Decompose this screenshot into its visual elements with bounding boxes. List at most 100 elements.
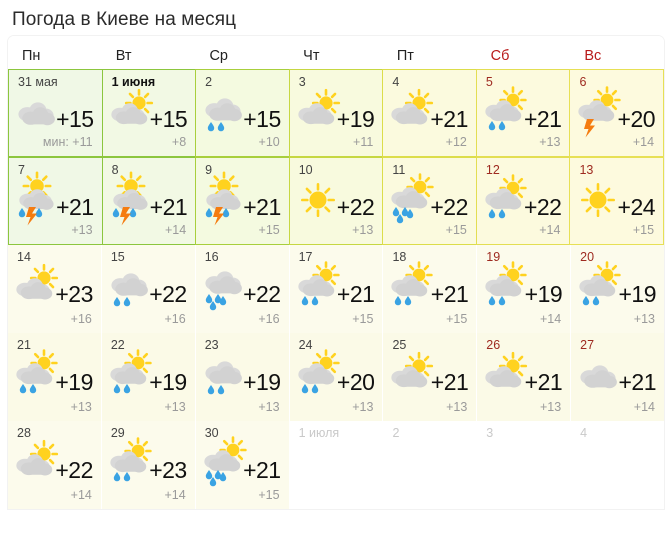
day-cell[interactable]: 18 +21 +15 (383, 245, 478, 333)
day-cell[interactable]: 13 +24 +15 (569, 157, 664, 245)
day-cell[interactable]: 4 +21 +12 (382, 69, 476, 157)
temperature-min: +15 (352, 312, 374, 326)
temperature-min: +15 (632, 223, 655, 237)
day-cell[interactable]: 15 +22 +16 (101, 245, 196, 333)
day-number: 11 (392, 163, 406, 177)
day-cell[interactable]: 30 +21 +15 (195, 421, 290, 509)
temperature-max: +19 (243, 369, 281, 395)
weather-icon-partly-sunny (14, 263, 66, 311)
day-cell[interactable]: 22 +19 +13 (101, 333, 196, 421)
temperature-min: +8 (171, 135, 187, 149)
weather-icon-cloudy (577, 353, 629, 399)
weather-icon-cloudy-rain (202, 90, 254, 136)
weather-icon-partly-sunny-heavy-rain (389, 173, 441, 224)
day-cell[interactable]: 29 +23 +14 (101, 421, 196, 509)
day-cell[interactable]: 12 +22 +14 (475, 157, 570, 245)
temperature-max: +22 (149, 281, 187, 307)
day-cell[interactable]: 17 +21 +15 (289, 245, 384, 333)
day-cell[interactable]: 19 +19 +14 (477, 245, 572, 333)
temperature-max: +23 (149, 457, 187, 483)
temperature-max: +21 (430, 281, 469, 307)
day-cell[interactable]: 9 +21 +15 (195, 157, 289, 245)
calendar-week-row: 7 +21 +13 8 +21 +14 9 +21 +15 10 +22 +13 11 (8, 157, 664, 245)
temperature-max: +15 (56, 106, 94, 132)
temperature-min: +14 (70, 488, 92, 502)
temperature-min: +16 (70, 312, 92, 326)
temperature-max: +15 (149, 106, 188, 132)
temperature-max: +21 (243, 457, 281, 483)
day-number: 10 (298, 163, 313, 177)
temperature-min: +14 (164, 488, 186, 502)
weather-icon-partly-sunny (389, 351, 441, 399)
day-cell[interactable]: 16 +22 +16 (195, 245, 290, 333)
weather-icon-partly-sunny-rain (296, 349, 348, 399)
day-cell[interactable]: 1 июня +15 +8 (101, 69, 196, 157)
day-number: 15 (110, 250, 125, 264)
day-cell[interactable]: 8 +21 +14 (101, 157, 196, 245)
day-number: 4 (580, 426, 588, 440)
day-number: 5 (485, 75, 493, 89)
day-number: 22 (110, 338, 125, 352)
day-cell[interactable]: 26 +21 +13 (477, 333, 572, 421)
weather-icon-sunny-storm-rain (15, 171, 67, 226)
weather-icon-partly-sunny-rain (483, 174, 535, 224)
weather-icon-partly-sunny-storm (576, 86, 628, 138)
day-cell[interactable]: 3 +19 +11 (288, 69, 383, 157)
day-cell[interactable]: 20 +19 +13 (571, 245, 664, 333)
weather-icon-sunny (576, 178, 628, 224)
day-number: 17 (298, 250, 313, 264)
temperature-min: +13 (352, 400, 374, 414)
day-cell[interactable]: 10 +22 +13 (288, 157, 383, 245)
weather-icon-partly-sunny-heavy-rain (202, 436, 254, 487)
temperature-max: +21 (430, 106, 468, 132)
temperature-max: +22 (243, 281, 281, 307)
temperature-max: +20 (617, 106, 656, 132)
temperature-min: +14 (539, 312, 562, 326)
day-number: 31 мая (18, 75, 58, 89)
day-cell[interactable]: 31 мая +15 мин: +11 (8, 69, 102, 157)
day-cell[interactable]: 24 +20 +13 (289, 333, 384, 421)
temperature-max: +21 (149, 194, 188, 220)
temperature-min: +14 (164, 223, 187, 237)
day-number: 30 (204, 426, 219, 440)
weekday-header-ср: Ср (209, 48, 228, 64)
day-number: 23 (204, 338, 219, 352)
temperature-min: +13 (539, 135, 561, 149)
day-number: 19 (486, 250, 501, 264)
temperature-min: мин: +11 (42, 135, 93, 149)
weather-icon-partly-sunny-rain (483, 86, 535, 136)
day-cell[interactable]: 21 +19 +13 (8, 333, 102, 421)
day-cell[interactable]: 7 +21 +13 (8, 157, 102, 245)
temperature-min: +13 (352, 223, 374, 237)
weather-icon-partly-sunny-rain (108, 349, 160, 399)
day-number: 14 (17, 250, 31, 264)
temperature-min: +14 (632, 135, 655, 149)
day-cell[interactable]: 6 +20 +14 (569, 69, 664, 157)
day-number: 9 (205, 163, 213, 177)
day-number: 28 (17, 426, 31, 440)
day-cell: 2 (383, 421, 478, 509)
day-cell[interactable]: 11 +22 +15 (382, 157, 476, 245)
day-cell[interactable]: 5 +21 +13 (475, 69, 570, 157)
weekday-header-вт: Вт (115, 48, 132, 64)
day-cell[interactable]: 2 +15 +10 (195, 69, 289, 157)
temperature-min: +10 (258, 135, 280, 149)
day-number: 2 (205, 75, 213, 89)
day-number: 4 (392, 75, 400, 89)
temperature-max: +21 (243, 194, 281, 220)
day-number: 3 (298, 75, 306, 89)
day-cell[interactable]: 27 +21 +14 (571, 333, 664, 421)
temperature-min: +13 (446, 400, 468, 414)
weather-month-calendar: Пн Вт Ср Чт Пт Сб Вс 31 мая +15 мин: +11 1 июня … (8, 36, 664, 509)
temperature-max: +23 (55, 281, 93, 307)
temperature-max: +22 (523, 194, 562, 220)
weather-icon-partly-sunny (296, 88, 348, 136)
calendar-week-row: 28 +22 +14 29 +23 +14 30 +21 +15 1 июля 2 3 4 (8, 421, 664, 509)
day-cell[interactable]: 28 +22 +14 (8, 421, 102, 509)
day-cell[interactable]: 14 +23 +16 (8, 245, 102, 333)
temperature-min: +13 (164, 400, 186, 414)
day-number: 12 (485, 163, 500, 177)
weather-icon-partly-sunny-rain (296, 261, 348, 311)
day-cell[interactable]: 23 +19 +13 (195, 333, 290, 421)
day-cell[interactable]: 25 +21 +13 (383, 333, 478, 421)
